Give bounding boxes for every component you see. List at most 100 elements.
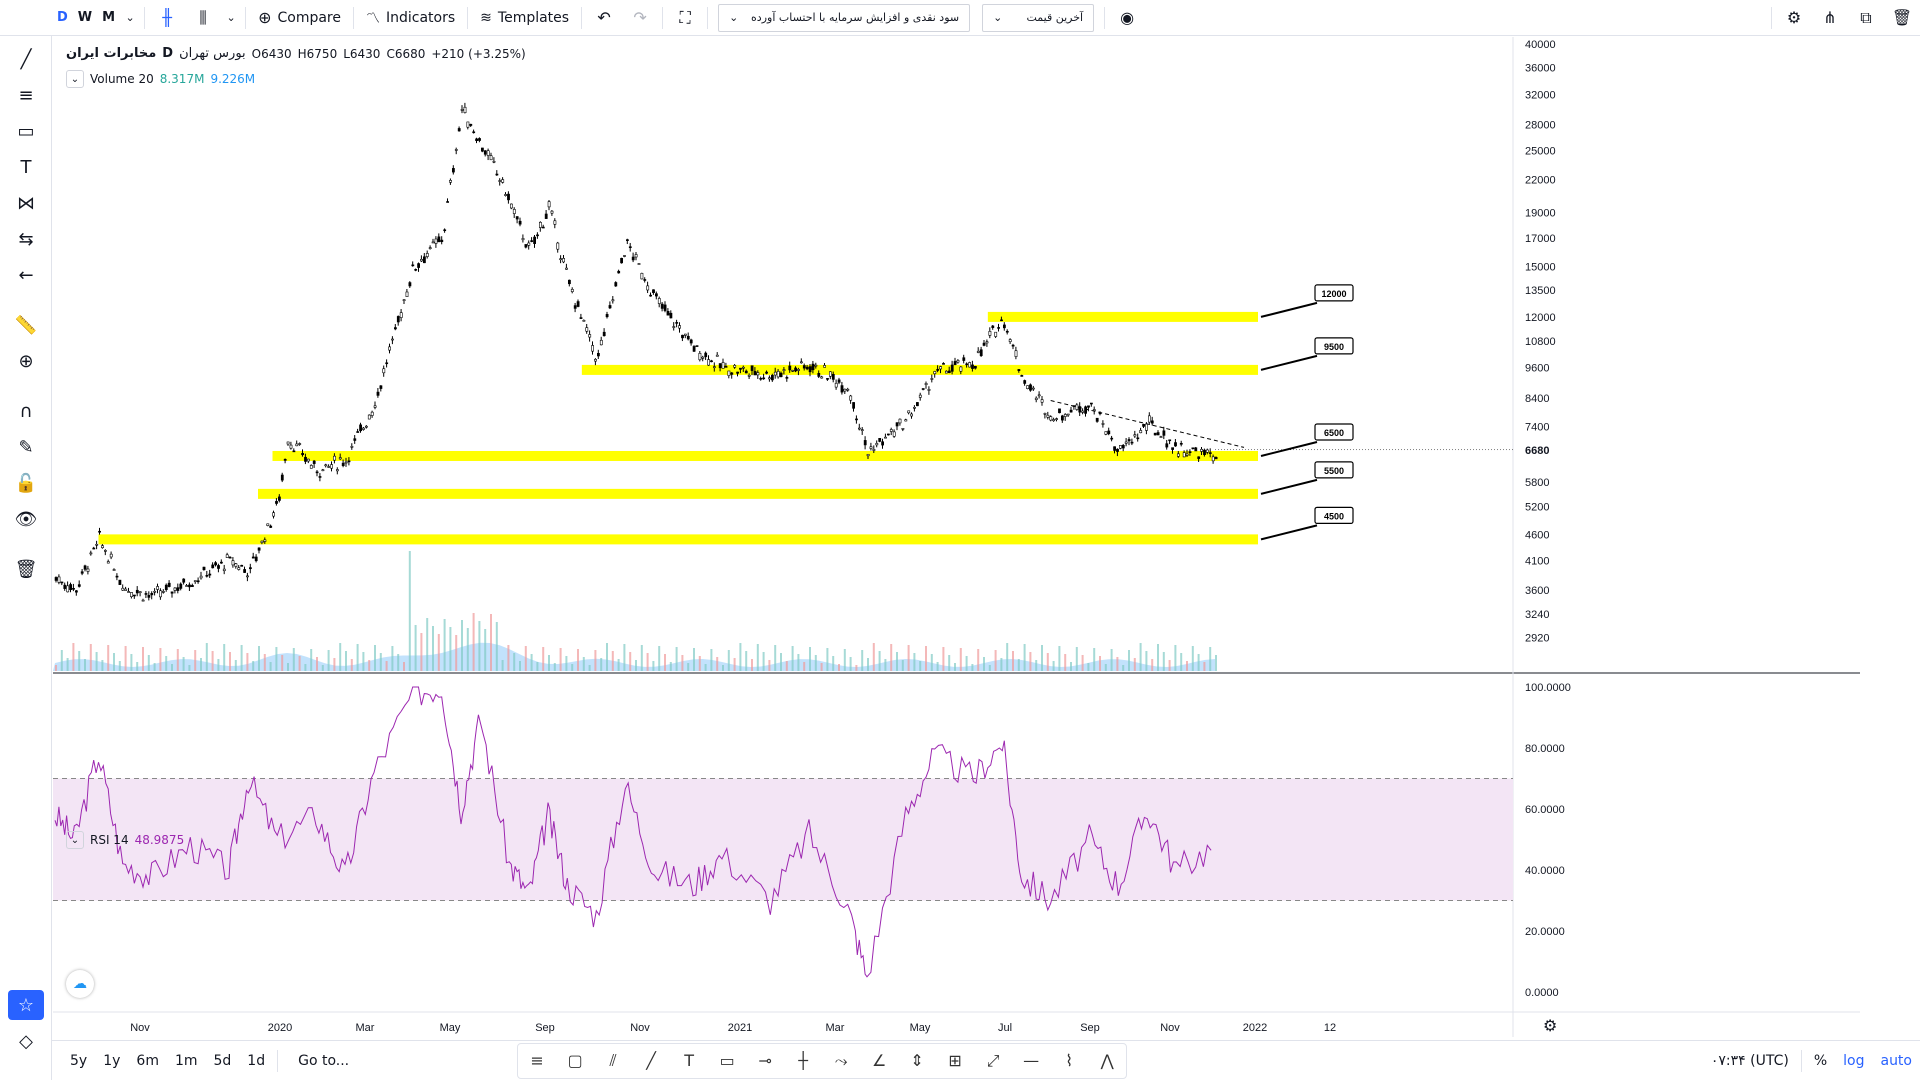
price-dropdown[interactable]: ⌄ آخرین قیمت [982, 3, 1095, 32]
fib-icon[interactable]: ≡ [18, 84, 34, 106]
text-icon[interactable]: T [20, 156, 32, 178]
zoom-in-icon[interactable]: ⊕ [18, 350, 34, 372]
cross-line-icon[interactable]: ┼ [798, 1051, 808, 1070]
candles-icon[interactable]: ╫ [162, 8, 172, 27]
price-axis-tick: 5800 [1525, 477, 1549, 489]
percent-toggle[interactable]: % [1813, 1052, 1828, 1069]
volume-bar [1128, 650, 1130, 671]
ray-icon[interactable]: ⤢ [986, 1050, 1000, 1070]
candle-body [718, 363, 722, 369]
prediction-icon[interactable]: ⇆ [18, 228, 34, 250]
price-chart[interactable]: 40000 36000 32000 28000 25000 22000 19000 17000… [53, 37, 1860, 1037]
support-zone-9500[interactable] [581, 364, 1258, 375]
tradingview-logo-icon[interactable]: ☁ [66, 970, 94, 998]
indicators-button[interactable]: 〽 Indicators [358, 0, 463, 36]
fib-icon[interactable]: ≡ [530, 1051, 544, 1070]
fullscreen-icon[interactable]: ⛶ [679, 7, 691, 27]
star-icon[interactable]: ☆ [8, 990, 44, 1020]
candle-body [1159, 436, 1163, 438]
trash-icon[interactable]: 🗑 [14, 558, 38, 580]
study-dropdown[interactable]: ⌄ سود نقدی و افزایش سرمایه با احتساب آور… [718, 3, 971, 32]
lock-drawing-icon[interactable]: ✎ [18, 436, 34, 458]
ruler-icon[interactable]: 📏 [14, 314, 38, 336]
channel-icon[interactable]: ⫽ [609, 1050, 617, 1070]
timeframe-day[interactable]: D [57, 10, 68, 25]
lock-icon[interactable]: 🔓 [14, 472, 38, 494]
compare-button[interactable]: ⊕ Compare [250, 0, 349, 36]
text-icon[interactable]: T [684, 1051, 695, 1070]
range-6m[interactable]: 6m [136, 1052, 159, 1069]
candle-body [138, 591, 142, 593]
trend-line-icon[interactable]: ╱ [20, 48, 32, 70]
timeframe-month[interactable]: M [102, 10, 116, 25]
time-label[interactable]: ۰۷:۳۴ (UTC) [1710, 1052, 1789, 1069]
goto-button[interactable]: Go to... [298, 1052, 350, 1069]
range-5y[interactable]: 5y [70, 1052, 88, 1069]
magnet-icon[interactable]: ∩ [19, 400, 33, 422]
volume-bar [327, 650, 330, 671]
back-arrow-icon[interactable]: ← [18, 264, 34, 286]
path-icon[interactable]: ⤳ [834, 1050, 848, 1070]
line-icon[interactable]: ╱ [646, 1051, 656, 1070]
pattern-icon[interactable]: ⋈ [17, 192, 35, 214]
support-zone-6500[interactable] [272, 450, 1259, 461]
horizontal-line-icon[interactable]: — [1023, 1051, 1040, 1070]
volume-bar [640, 645, 643, 671]
range-1y[interactable]: 1y [103, 1052, 121, 1069]
volume-bar [78, 651, 81, 671]
log-toggle[interactable]: log [1843, 1052, 1865, 1069]
trend-line[interactable] [1050, 400, 1245, 448]
collapse-chevron-icon[interactable]: ⌄ [66, 70, 84, 88]
axis-settings-icon[interactable]: ⚙ [1543, 1016, 1557, 1035]
horizontal-ray-icon[interactable]: ⊸ [758, 1051, 772, 1070]
bars-icon[interactable]: ⫼ [199, 7, 207, 27]
eye-icon[interactable]: 👁 [14, 508, 38, 530]
volume-bar [635, 660, 637, 671]
volume-bar [1168, 660, 1171, 671]
volume-bar [617, 659, 620, 671]
eye-icon[interactable]: ◉ [1120, 8, 1135, 27]
trash-icon[interactable]: 🗑 [1891, 8, 1913, 27]
range-1d[interactable]: 1d [247, 1052, 266, 1069]
angle-icon[interactable]: ∠ [871, 1051, 887, 1070]
timeframe-week[interactable]: W [77, 10, 93, 25]
auto-toggle[interactable]: auto [1880, 1052, 1912, 1069]
range-1m[interactable]: 1m [174, 1052, 198, 1069]
templates-button[interactable]: ≋ Templates [472, 0, 577, 36]
chevron-down-icon[interactable]: ⌄ [226, 11, 236, 24]
abc-pattern-icon[interactable]: ⋀ [1100, 1051, 1114, 1070]
range-5d[interactable]: 5d [213, 1052, 232, 1069]
chevron-down-icon[interactable]: ⌄ [125, 11, 135, 24]
share-icon[interactable]: ⋔ [1823, 8, 1837, 27]
collapse-chevron-icon[interactable]: ⌄ [66, 831, 84, 849]
candle-body [507, 193, 510, 201]
shape-icon[interactable]: ▭ [17, 120, 35, 142]
undo-icon[interactable]: ↶ [597, 8, 611, 27]
support-zone-4500[interactable] [98, 534, 1259, 545]
candle-body [133, 594, 136, 597]
volume-bar [1116, 657, 1119, 671]
volume-bar [95, 652, 98, 671]
elliott-wave-icon[interactable]: ⌇ [1065, 1051, 1074, 1070]
volume-bar [901, 660, 904, 671]
redo-icon[interactable]: ↷ [633, 8, 647, 27]
settings-icon[interactable]: ⚙ [1786, 8, 1802, 27]
candle-body [976, 350, 980, 353]
candle-body [307, 458, 310, 462]
rectangle-icon[interactable]: ▢ [567, 1051, 583, 1070]
volume-bar [89, 644, 92, 671]
support-zone-12000[interactable] [987, 311, 1258, 322]
volume-bar [1023, 644, 1026, 671]
candle-body [1139, 430, 1143, 434]
volume-bar [1133, 658, 1136, 671]
volume-bar [217, 659, 220, 671]
price-range-icon[interactable]: ⇕ [910, 1051, 924, 1070]
snapshot-icon[interactable]: ⧉ [1860, 7, 1872, 27]
date-price-range-icon[interactable]: ⊞ [948, 1051, 962, 1070]
candle-body [828, 371, 832, 377]
callout-icon[interactable]: ▭ [719, 1051, 735, 1070]
layers-icon[interactable]: ◇ [19, 1030, 33, 1052]
candle-body [309, 465, 313, 469]
support-zone-5500[interactable] [258, 488, 1258, 499]
candle-body [840, 385, 844, 393]
